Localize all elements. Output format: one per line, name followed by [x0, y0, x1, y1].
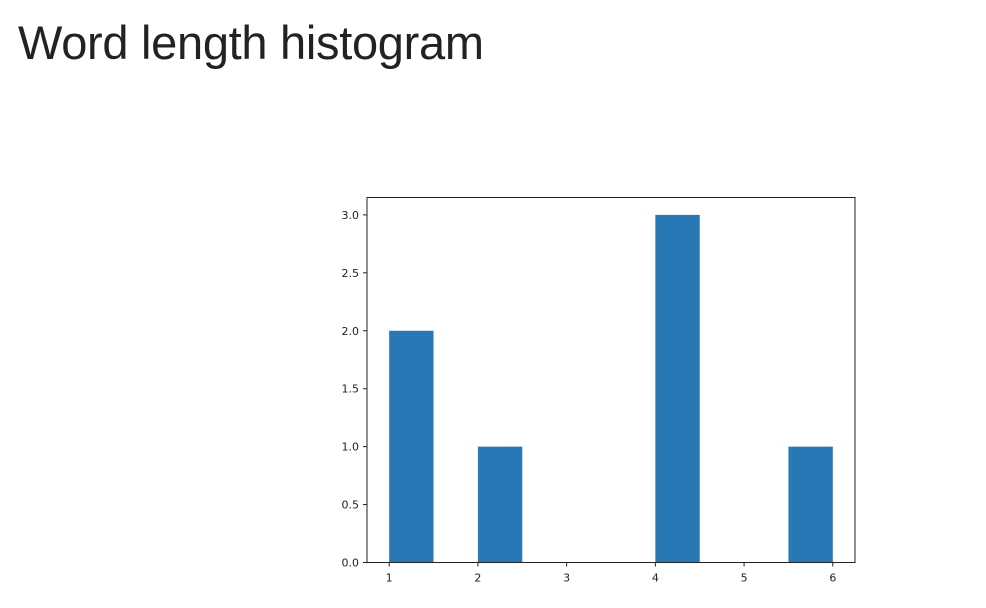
x-tick-label: 3 [563, 572, 570, 585]
y-tick-label: 0.0 [342, 557, 360, 570]
histogram-bar [655, 214, 700, 563]
histogram-bar [477, 446, 523, 563]
y-tick-label: 1.5 [342, 383, 360, 396]
y-tick-label: 2.0 [342, 325, 360, 338]
histogram-bar [788, 446, 833, 563]
x-tick-label: 6 [829, 572, 836, 585]
x-axis: 1 2 3 4 5 6 [386, 562, 836, 585]
x-tick-label: 5 [741, 572, 748, 585]
y-tick-label: 1.0 [342, 441, 360, 454]
x-tick-label: 4 [652, 572, 659, 585]
bars-layer [389, 214, 833, 563]
y-tick-label: 0.5 [342, 499, 360, 512]
plot-area-frame [366, 197, 856, 563]
y-tick-label: 2.5 [342, 267, 360, 280]
x-tick-label: 1 [386, 572, 393, 585]
y-tick-label: 3.0 [342, 209, 360, 222]
histogram-bar [389, 330, 434, 563]
x-tick-label: 2 [474, 572, 481, 585]
y-axis: 0.0 0.5 1.0 1.5 2.0 2.5 3.0 [342, 209, 367, 570]
page-title: Word length histogram [18, 16, 484, 69]
